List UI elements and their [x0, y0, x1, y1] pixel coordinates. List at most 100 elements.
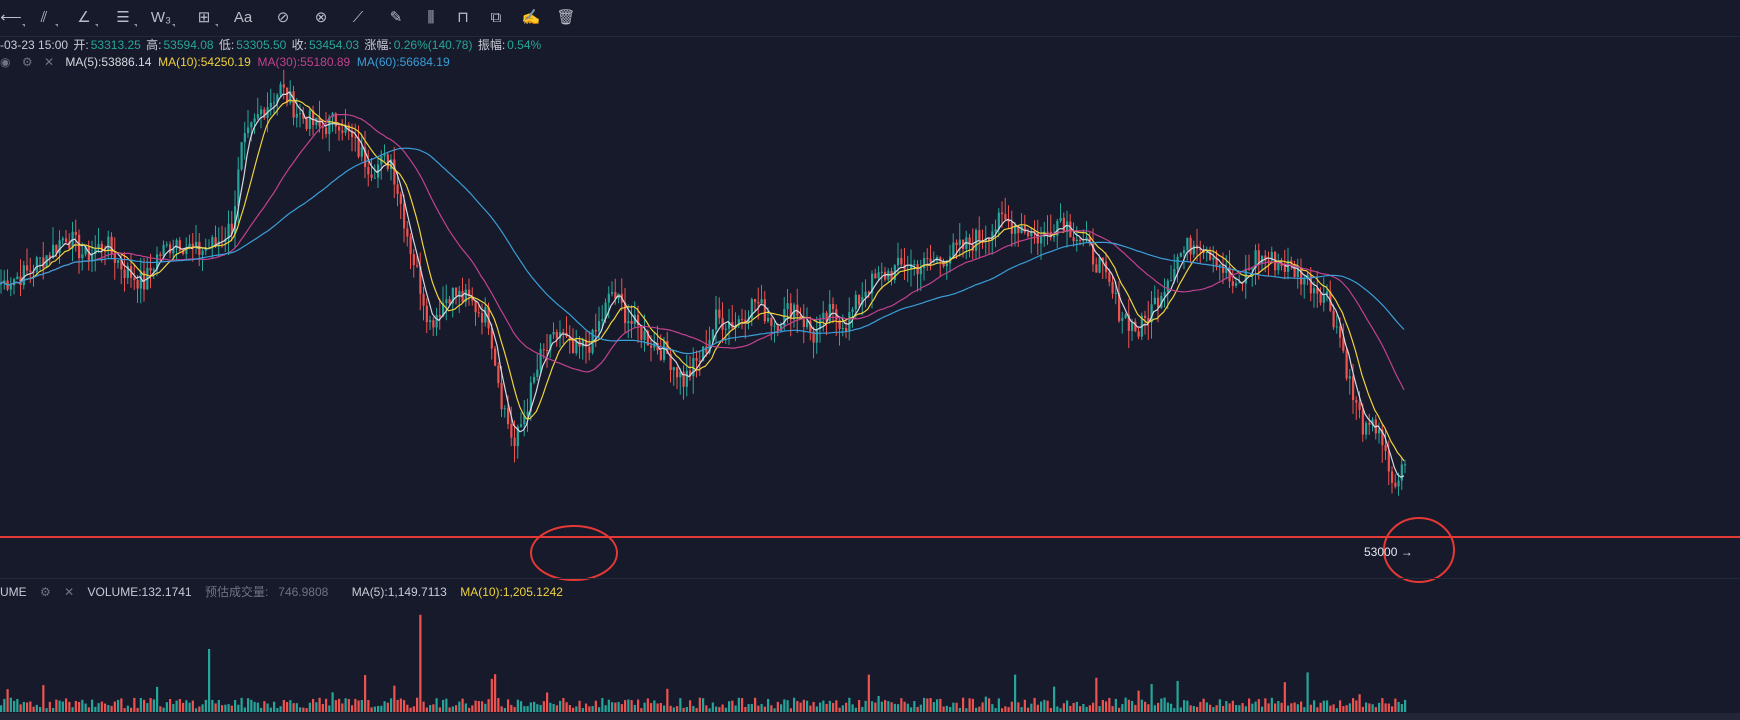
volume-bar [1264, 698, 1267, 712]
settings-icon[interactable]: ⚙ [21, 55, 33, 69]
volume-bar [1176, 680, 1179, 712]
candle-body [344, 125, 347, 133]
dropdown-caret-icon[interactable] [22, 24, 25, 27]
candle-body [1176, 256, 1179, 269]
parallel-channel-tool-icon[interactable]: ⫽ [33, 7, 58, 29]
candle-body [22, 265, 25, 286]
candle-body [325, 127, 328, 135]
candle-body [370, 174, 373, 178]
volume-bar [149, 698, 152, 712]
dropdown-caret-icon[interactable] [95, 24, 98, 27]
candle-body [1400, 464, 1403, 481]
volume-bar [1235, 705, 1238, 712]
volume-bar [1400, 704, 1403, 712]
volume-bar [91, 699, 94, 712]
volume-bar [659, 702, 662, 712]
candle-body [68, 242, 71, 249]
candlestick-style-icon[interactable]: ⫼ [427, 9, 435, 26]
candle-body [1316, 288, 1319, 294]
edit-icon[interactable]: ✍ [521, 9, 541, 26]
ruler-icon[interactable]: ⟋ [352, 9, 364, 26]
lock-icon[interactable]: ⊓ [457, 9, 469, 26]
fibonacci-tool-icon[interactable]: ☰ [112, 7, 137, 29]
volume-bar [377, 705, 380, 712]
copy-icon[interactable]: ⧉ [490, 9, 502, 26]
candle-body [1101, 257, 1104, 262]
candle-body [201, 250, 204, 255]
volume-bar [204, 699, 207, 712]
volume-bar [1332, 704, 1335, 712]
volume-ma10: MA(10):1,205.1242 [460, 585, 563, 599]
volume-bar [1147, 704, 1150, 712]
pane-divider[interactable] [0, 578, 1740, 579]
volume-bar [757, 705, 760, 712]
candle-body [494, 348, 497, 366]
magnet-icon[interactable]: ⊗ [314, 9, 328, 26]
volume-bar [1118, 707, 1121, 712]
volume-bar [214, 703, 217, 712]
volume-bar [981, 702, 984, 712]
candle-body [1017, 225, 1020, 233]
dropdown-caret-icon[interactable] [134, 24, 137, 27]
volume-bar [1062, 703, 1065, 712]
measure-tool-icon[interactable]: ⊞ [193, 7, 218, 29]
candle-body [1222, 264, 1225, 273]
candle-body [533, 376, 536, 383]
candle-body [676, 367, 679, 378]
dropdown-caret-icon[interactable] [55, 24, 58, 27]
volume-bar [718, 707, 721, 712]
volume-bar [178, 699, 181, 712]
volume-bar [962, 697, 965, 712]
hide-drawings-icon[interactable]: ⊘ [276, 9, 290, 26]
candle-body [367, 166, 370, 175]
volume-bar [1001, 708, 1004, 712]
volume-bar [1192, 705, 1195, 712]
volume-bar [338, 698, 341, 712]
open-label: 开: [73, 38, 89, 52]
candle-body [211, 237, 214, 248]
candle-body [1127, 314, 1130, 331]
dropdown-caret-icon[interactable] [172, 24, 175, 27]
volume-bar [351, 705, 354, 712]
volume-bar [1170, 703, 1173, 712]
eye-icon[interactable]: ◉ [0, 55, 11, 69]
delete-icon[interactable]: 🗑 [556, 9, 576, 26]
settings-icon[interactable]: ⚙ [40, 585, 51, 599]
volume-bar [575, 706, 578, 712]
volume-bar [347, 699, 350, 712]
text-tool-icon[interactable]: Aa [233, 9, 253, 26]
horizontal-line-tool-icon[interactable]: ⟵ [0, 7, 25, 29]
volume-bar [633, 704, 636, 712]
volume-bar [133, 697, 136, 712]
volume-bar [845, 702, 848, 712]
volume-bar [1007, 707, 1010, 712]
volume-bar [669, 705, 672, 712]
brush-icon[interactable]: ✎ [389, 9, 403, 26]
volume-bar [715, 706, 718, 712]
volume-bar [676, 706, 679, 712]
volume-bar [1166, 702, 1169, 712]
candle-body [812, 331, 815, 343]
close-icon[interactable]: ✕ [64, 585, 75, 599]
volume-bar [1056, 706, 1059, 712]
candle-body [55, 244, 58, 254]
volume-bar [854, 707, 857, 712]
candle-body [312, 110, 315, 125]
volume-bar [419, 614, 422, 712]
volume-bar [136, 707, 139, 712]
dropdown-caret-icon[interactable] [215, 24, 218, 27]
candle-body [1355, 400, 1358, 403]
candle-body [988, 238, 991, 241]
candle-body [890, 271, 893, 280]
angle-tool-icon[interactable]: ∠ [73, 7, 98, 29]
candle-body [559, 332, 562, 339]
volume-bar [604, 705, 607, 712]
volume-bar [211, 699, 214, 712]
close-icon[interactable]: ✕ [43, 55, 54, 69]
volume-bar [26, 702, 29, 712]
wave-pattern-tool-icon[interactable]: W₃ [150, 7, 175, 29]
volume-bar [663, 705, 666, 712]
candle-body [861, 297, 864, 305]
volume-bar [403, 700, 406, 712]
